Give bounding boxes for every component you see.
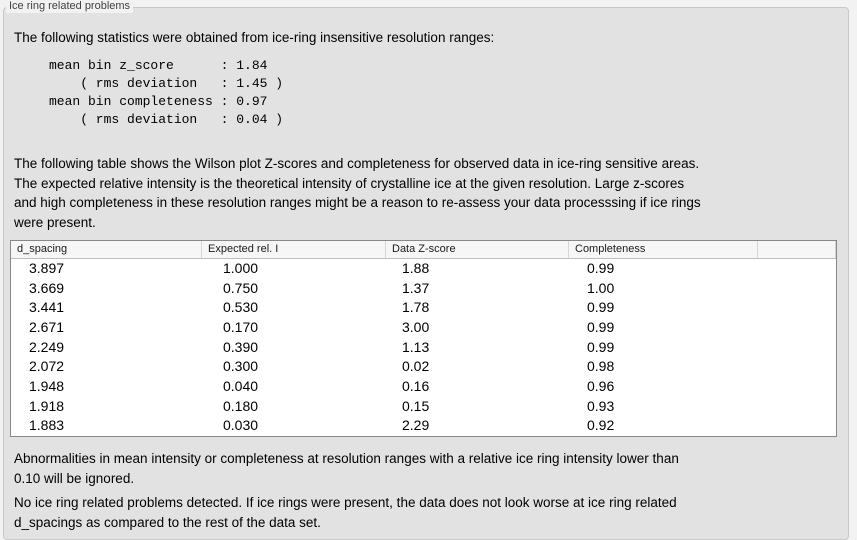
table-cell: 3.897 [29, 260, 65, 276]
table-cell: 0.530 [223, 299, 259, 316]
table-cell: 1.37 [402, 279, 430, 296]
table-body: 3.897 1.000 1.88 0.99 3.669 0.750 1.37 1.00 3.44… [11, 259, 836, 436]
table-row[interactable]: 1.918 0.180 0.15 0.93 [11, 397, 836, 417]
table-cell: 0.390 [223, 338, 259, 355]
stats-block: mean bin z_score : 1.84 ( rms deviation … [49, 58, 284, 127]
table-cell: 1.78 [402, 299, 430, 316]
table-cell: 0.99 [587, 260, 615, 276]
conclusion-text: No ice ring related problems detected. I… [14, 495, 677, 530]
table-cell: 0.02 [402, 358, 430, 375]
column-header[interactable]: Completeness [569, 241, 758, 258]
abnormalities-note: Abnormalities in mean intensity or compl… [14, 451, 679, 486]
table-cell [758, 416, 836, 436]
table-cell: 2.249 [29, 338, 65, 355]
ice-ring-table: d_spacing Expected rel. I Data Z-score Comp… [10, 240, 837, 437]
table-cell: 3.00 [402, 318, 430, 335]
table-row[interactable]: 3.441 0.530 1.78 0.99 [11, 298, 836, 318]
table-cell: 0.98 [587, 358, 615, 375]
table-row[interactable]: 1.948 0.040 0.16 0.96 [11, 377, 836, 397]
table-cell: 2.671 [29, 318, 65, 335]
table-row[interactable]: 3.669 0.750 1.37 1.00 [11, 279, 836, 299]
table-cell: 0.99 [587, 338, 615, 355]
table-row[interactable]: 1.883 0.030 2.29 0.92 [11, 416, 836, 436]
table-cell: 1.883 [29, 417, 65, 434]
table-cell [758, 338, 836, 358]
group-box-label: Ice ring related problems [6, 0, 134, 13]
table-cell: 1.13 [402, 338, 430, 355]
table-cell: 3.669 [29, 279, 65, 296]
table-row[interactable]: 2.249 0.390 1.13 0.99 [11, 338, 836, 358]
table-cell: 0.180 [223, 397, 259, 414]
table-cell: 0.750 [223, 279, 259, 296]
column-header[interactable]: Expected rel. I [202, 241, 386, 258]
table-cell: 3.441 [29, 299, 65, 316]
table-cell: 0.99 [587, 318, 615, 335]
table-cell: 1.948 [29, 377, 65, 394]
table-cell: 0.040 [223, 377, 259, 394]
column-header[interactable]: Data Z-score [386, 241, 569, 258]
table-row[interactable]: 2.671 0.170 3.00 0.99 [11, 318, 836, 338]
intro-text: The following statistics were obtained f… [14, 30, 495, 45]
table-cell: 0.030 [223, 417, 259, 434]
table-cell: 1.88 [402, 260, 430, 276]
table-cell [758, 318, 836, 338]
table-cell: 2.29 [402, 417, 430, 434]
table-cell: 0.92 [587, 417, 615, 434]
table-cell: 0.93 [587, 397, 615, 414]
table-cell [758, 298, 836, 318]
table-cell: 0.300 [223, 358, 259, 375]
column-header[interactable]: d_spacing [11, 241, 202, 258]
table-cell: 0.16 [402, 377, 430, 394]
table-cell [758, 377, 836, 397]
table-cell: 0.96 [587, 377, 615, 394]
table-description: The following table shows the Wilson plo… [14, 156, 701, 230]
table-cell: 0.15 [402, 397, 430, 414]
table-cell: 2.072 [29, 358, 65, 375]
table-cell [758, 357, 836, 377]
table-cell: 1.000 [223, 260, 259, 276]
table-row[interactable]: 3.897 1.000 1.88 0.99 [11, 259, 836, 279]
table-cell: 1.918 [29, 397, 65, 414]
table-cell [758, 279, 836, 299]
table-cell: 0.99 [587, 299, 615, 316]
table-row[interactable]: 2.072 0.300 0.02 0.98 [11, 357, 836, 377]
table-cell: 1.00 [587, 279, 615, 296]
column-header-filler [758, 241, 836, 258]
table-cell [758, 397, 836, 417]
table-cell [758, 259, 836, 279]
table-cell: 0.170 [223, 318, 259, 335]
table-header-row: d_spacing Expected rel. I Data Z-score Comp… [11, 241, 836, 259]
